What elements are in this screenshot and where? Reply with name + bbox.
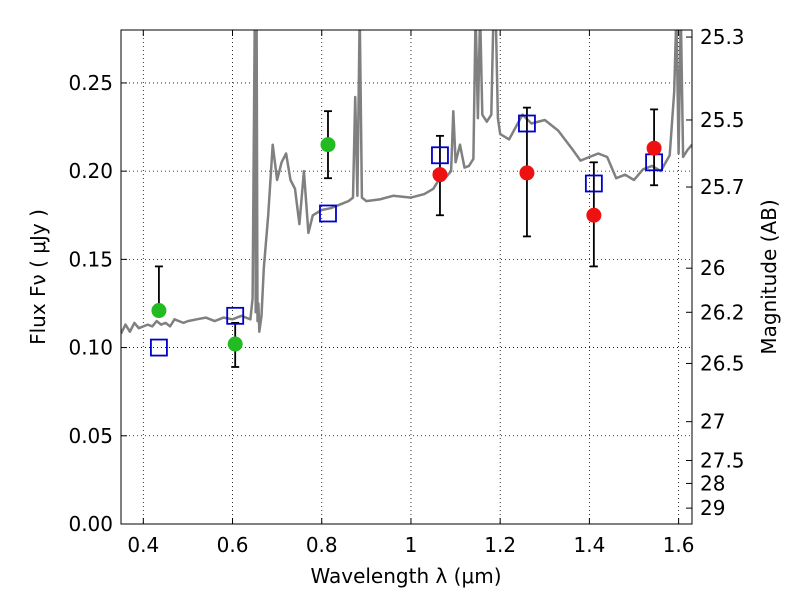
right-tick-label: 26.2 <box>700 300 745 324</box>
points-layer <box>150 106 663 368</box>
red-data-point <box>586 207 602 223</box>
x-tick-label: 0.4 <box>127 533 159 557</box>
grid-lines <box>121 30 692 525</box>
right-tick-label: 25.5 <box>700 108 745 132</box>
plot-frame <box>120 29 693 525</box>
green-data-point <box>151 303 167 319</box>
y-tick-label: 0.25 <box>68 71 113 95</box>
green-data-point <box>320 137 336 153</box>
model-square-point <box>584 174 603 193</box>
red-data-point <box>519 165 535 181</box>
right-tick-label: 25.3 <box>700 25 745 49</box>
ticks-layer <box>121 30 692 525</box>
y-tick-label: 0.20 <box>68 159 113 183</box>
red-data-point <box>432 167 448 183</box>
x-tick-label: 1.2 <box>484 533 516 557</box>
y-tick-label: 0.15 <box>68 247 113 271</box>
green-data-point <box>227 336 243 352</box>
right-tick-label: 29 <box>700 496 725 520</box>
x-tick-label: 1.6 <box>663 533 695 557</box>
model-square-point <box>226 306 245 325</box>
right-tick-label: 26.5 <box>700 351 745 375</box>
red-data-point <box>646 140 662 156</box>
model-square-point <box>319 204 337 223</box>
right-tick-label: 26 <box>700 256 725 280</box>
x-tick-label: 1.4 <box>573 533 605 557</box>
right-tick-label: 27 <box>700 410 725 434</box>
x-tick-label: 0.6 <box>217 533 249 557</box>
tick-labels: 0.4 0.6 0.8 1 1.2 1.4 1.6 0.00 0.05 0.10 0.15 0.20 0… <box>68 25 744 557</box>
model-square-point <box>431 146 449 165</box>
y-tick-label: 0.00 <box>68 512 113 536</box>
right-tick-label: 25.7 <box>700 175 745 199</box>
right-tick-label: 28 <box>700 471 725 495</box>
x-tick-label: 1 <box>405 533 418 557</box>
model-square-point <box>518 114 536 133</box>
model-square-point <box>150 338 168 357</box>
y-tick-label: 0.05 <box>68 424 113 448</box>
x-axis-title: Wavelength λ (μm) <box>310 564 501 588</box>
right-tick-label: 27.5 <box>700 448 745 472</box>
y-axis-title: Flux Fν ( μJy ) <box>26 209 50 345</box>
x-tick-label: 0.8 <box>306 533 338 557</box>
right-axis-title: Magnitude (AB) <box>757 199 781 354</box>
spectrum-line <box>121 30 692 335</box>
y-tick-label: 0.10 <box>68 336 113 360</box>
spectrum-layer <box>121 30 692 335</box>
